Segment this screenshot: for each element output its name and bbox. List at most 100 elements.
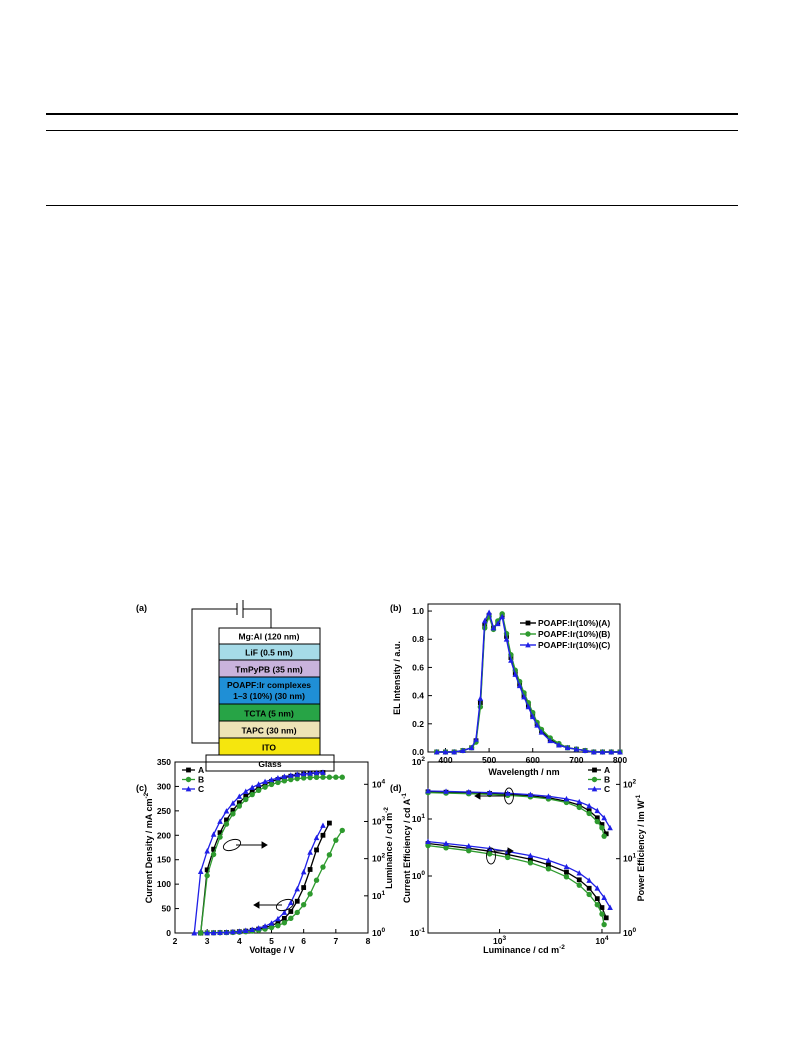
c-point [301,885,307,890]
layer-6: TAPC (30 nm) [218,720,321,739]
d-point [545,857,552,863]
c-point [313,769,320,776]
layer-label: TCTA (5 nm) [244,709,294,719]
c-point [281,778,288,784]
c-point [268,776,275,783]
c-point [211,846,216,852]
b-point [521,694,527,700]
c-point [307,867,313,872]
layer-label: TAPC (30 nm) [241,726,296,736]
panel-c-annotations [222,838,295,912]
d-point [594,818,600,825]
c-point [243,796,249,803]
device-layer-stack: Mg:Al (120 nm) LiF (0.5 nm) TmPyPB (35 nm)… [205,627,335,772]
d-point [576,804,582,811]
c-point [281,920,288,926]
b-point [538,729,545,735]
b-point [468,744,475,751]
d-point [594,807,601,814]
d-point [443,845,449,851]
d-y2tick-label: 100 [623,927,636,938]
b-point [495,620,501,627]
panel-c-label: (c) [136,783,147,793]
c-point [275,779,281,786]
c-point [236,928,243,934]
c-y2tick-label: 103 [372,815,385,826]
d-point [586,808,592,814]
layer-label: Glass [258,759,281,769]
c-ytick-label: 300 [157,781,171,791]
d-point [563,795,570,802]
c-point [198,930,204,936]
layer-label: LiF (0.5 nm) [245,648,293,658]
d-legend-label: A [604,765,610,775]
c-point [210,929,217,936]
b-point [451,749,457,755]
c-point [320,769,326,775]
c-point [333,774,339,780]
panel-b-xlabel: Wavelength / nm [488,767,559,777]
panel-b-series [433,609,623,755]
panel-c-ylabel-left: Current Density / mA cm-2 [143,792,154,903]
b-point [516,682,523,689]
d-ytick-label: 10-1 [410,927,426,938]
d-point [466,848,472,854]
b-point [591,749,597,755]
d-point [486,851,493,857]
d-point [564,869,569,875]
panel-d-ticks: 103 104 10-1 100 101 102 100 101 102 [410,756,637,946]
c-point [243,793,249,799]
b-point [608,749,615,755]
b-point [564,744,571,751]
b-point [582,747,588,753]
c-legend-marker [185,786,192,792]
layer-2: LiF (0.5 nm) [218,643,321,661]
b-point [599,749,606,755]
c-point [197,868,204,874]
c-y2tick-label: 102 [372,853,385,864]
c-point [255,781,262,787]
c-point [204,848,210,854]
b-point [477,695,484,701]
d-point [586,885,592,891]
c-point [223,929,230,935]
c-point [333,837,339,843]
c-point [262,923,268,929]
c-xtick-label: 8 [366,936,371,946]
d-point [425,787,431,794]
panel-d-series [425,787,613,928]
d-y2tick-label: 101 [623,853,636,864]
b-ytick-label: 0.8 [412,634,424,644]
b-xtick-label: 400 [438,755,452,765]
d-point [599,911,605,917]
c-point [307,774,313,781]
c-point [281,909,288,915]
panel-d-legend: ABC [588,765,610,794]
layer-label-2: 1–3 (10%) (30 nm) [233,691,305,701]
table-header-rule [46,130,738,131]
c-point [294,886,301,892]
c-y2tick-label: 100 [372,927,385,938]
d-legend-label: C [604,784,610,794]
c-point [236,803,243,809]
c-point [307,891,313,897]
d-point [545,866,552,872]
panel-b-label: (b) [390,603,402,613]
panel-b-legend: POAPF:Ir(10%)(A)POAPF:Ir(10%)(B)POAPF:Ir… [520,618,610,650]
d-point [545,793,552,799]
c-point [339,774,345,780]
panel-c-xlabel: Voltage / V [249,945,294,955]
b-ytick-label: 0.4 [412,691,424,701]
c-point [268,781,275,788]
c-point [230,800,236,806]
d-point [563,874,570,880]
b-point [473,736,479,742]
b-point [433,749,440,755]
d-point [586,802,592,809]
b-legend-marker [525,642,531,648]
d-point [465,788,472,795]
c-point [307,770,313,776]
c-point [191,930,198,936]
